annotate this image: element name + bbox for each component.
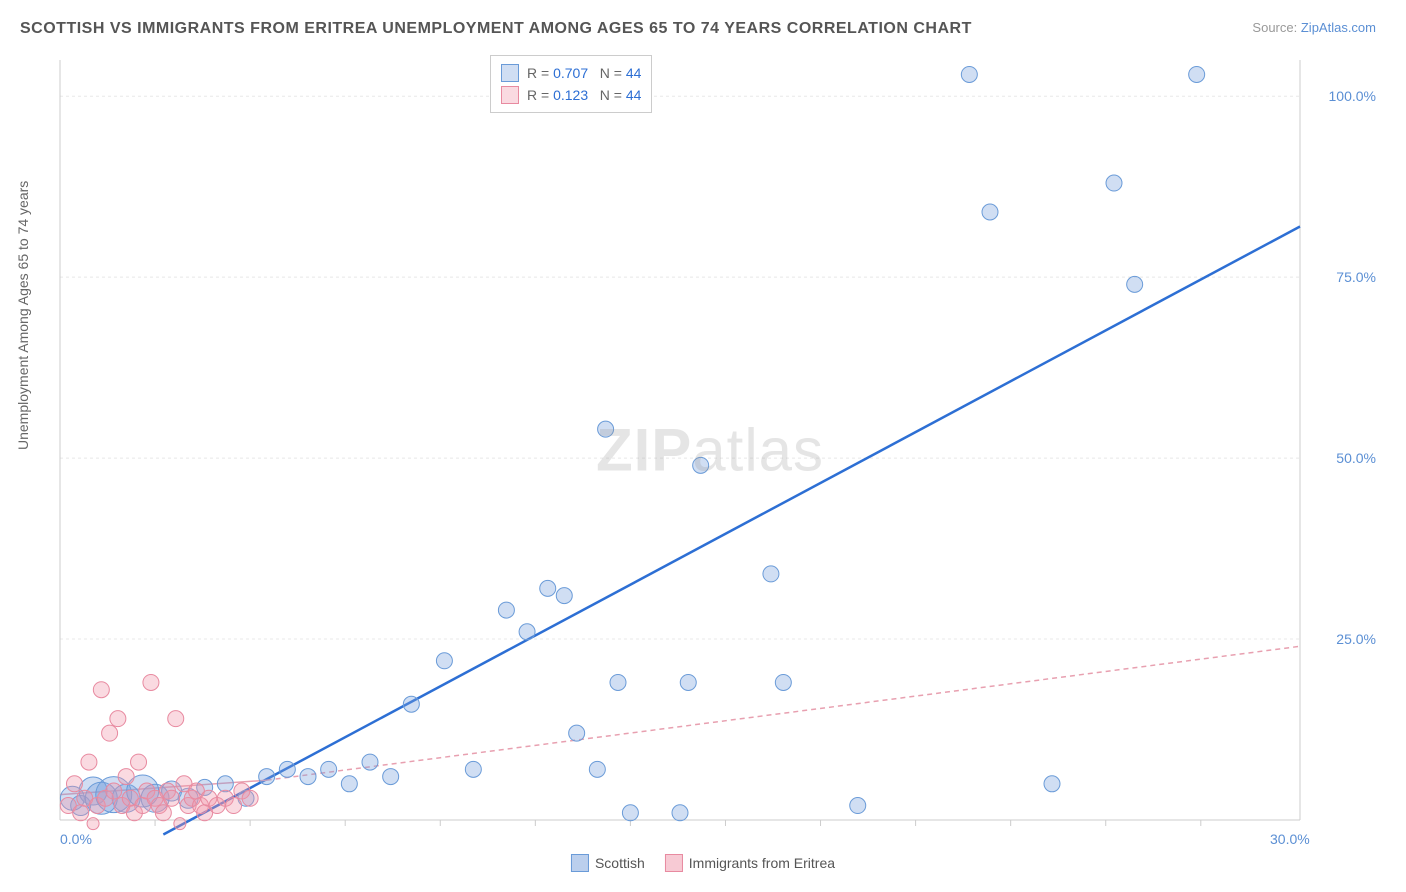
y-axis-label: Unemployment Among Ages 65 to 74 years — [15, 181, 31, 450]
legend-swatch — [501, 86, 519, 104]
legend-stat-text: R = 0.707 N = 44 — [527, 65, 641, 81]
source-attribution: Source: ZipAtlas.com — [1252, 20, 1376, 35]
y-tick-label: 75.0% — [1336, 269, 1376, 285]
series-legend: Scottish Immigrants from Eritrea — [571, 854, 835, 872]
correlation-legend: R = 0.707 N = 44 R = 0.123 N = 44 — [490, 55, 652, 113]
chart-title: SCOTTISH VS IMMIGRANTS FROM ERITREA UNEM… — [20, 20, 972, 38]
scatter-chart — [50, 50, 1370, 850]
legend-series-label: Scottish — [595, 855, 645, 871]
chart-area: ZIPatlas — [50, 50, 1370, 850]
legend-series-item: Scottish — [571, 854, 645, 872]
legend-correlation-row: R = 0.123 N = 44 — [501, 84, 641, 106]
source-label: Source: — [1252, 20, 1297, 35]
y-tick-label: 100.0% — [1329, 88, 1376, 104]
legend-stat-text: R = 0.123 N = 44 — [527, 87, 641, 103]
legend-series-item: Immigrants from Eritrea — [665, 854, 835, 872]
y-tick-label: 25.0% — [1336, 631, 1376, 647]
y-tick-label: 50.0% — [1336, 450, 1376, 466]
legend-series-label: Immigrants from Eritrea — [689, 855, 835, 871]
source-link[interactable]: ZipAtlas.com — [1301, 20, 1376, 35]
x-tick-label: 30.0% — [1270, 831, 1310, 847]
legend-swatch — [571, 854, 589, 872]
legend-swatch — [665, 854, 683, 872]
x-tick-label: 0.0% — [60, 831, 92, 847]
legend-swatch — [501, 64, 519, 82]
legend-correlation-row: R = 0.707 N = 44 — [501, 62, 641, 84]
